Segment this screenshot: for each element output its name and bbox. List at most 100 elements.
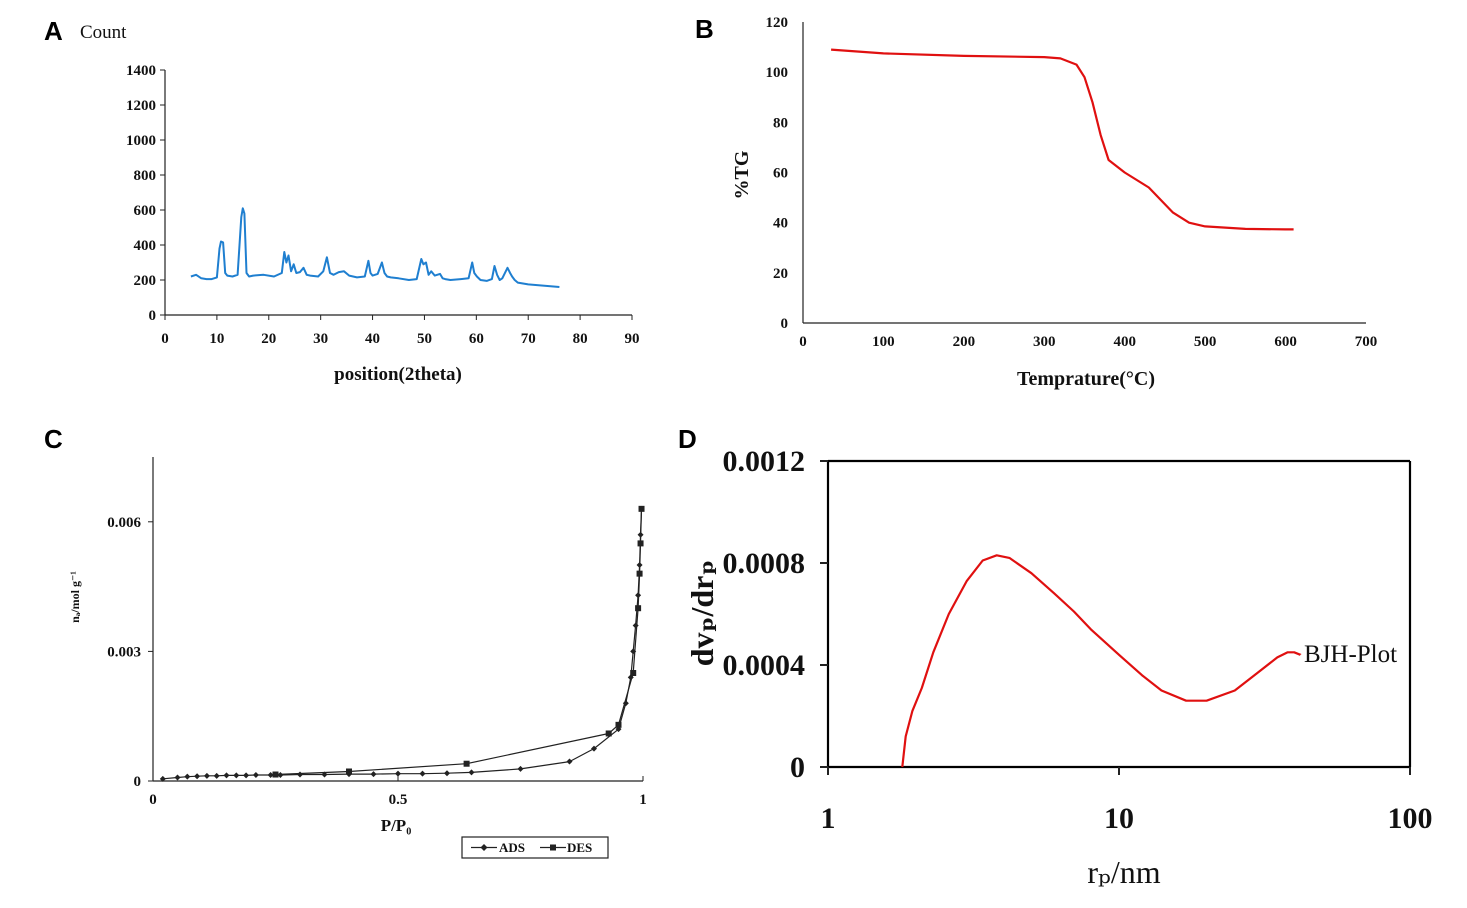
panel-c-x-tick-label: 1: [639, 792, 647, 808]
panel-b-xlabel: Temprature(°C): [1017, 368, 1155, 390]
ads-point: [174, 774, 181, 781]
panel-b-y-tick-label: 0: [781, 316, 789, 332]
ads-point: [468, 769, 475, 776]
panel-a-x-tick-label: 30: [313, 331, 328, 347]
ads-point: [203, 772, 210, 779]
ads-point: [243, 772, 250, 779]
ads-point: [370, 771, 377, 778]
panel-b-y-tick-label: 20: [773, 266, 788, 282]
panel-letter-b: B: [695, 14, 714, 44]
des-point: [635, 605, 642, 612]
panel-b-y-tick-label: 100: [766, 65, 789, 81]
panel-b-y-tick-label: 60: [773, 166, 788, 182]
des-point: [630, 670, 637, 676]
ads-point: [233, 772, 240, 779]
panel-a-y-tick-label: 200: [134, 273, 157, 289]
panel-a-x-tick-label: 10: [209, 331, 224, 347]
panel-d-annotation: BJH-Plot: [1304, 641, 1397, 668]
legend-ads-label: ADS: [499, 840, 525, 855]
legend-des-marker: [550, 844, 556, 851]
panel-d-chart: dvₚ/drₚ rₚ/nm BJH-Plot 1 10 100 0 0.0004 0.00…: [684, 445, 1433, 890]
panel-c-xlabel: P/P₀: [381, 816, 412, 835]
des-point: [605, 730, 612, 737]
panel-c-chart: nₐ/mol g⁻¹ P/P₀ ADS DES 0 0.5 1 0 0.003 0.006: [68, 457, 647, 859]
des-point: [636, 570, 643, 577]
panel-d-y-tick-label: 0.0012: [723, 445, 806, 478]
series-line-tg: [831, 48, 1294, 231]
panel-d-x-tick-label: 10: [1104, 802, 1134, 835]
legend-des-label: DES: [567, 840, 592, 855]
ads-point: [277, 771, 284, 778]
panel-c-legend-box: [461, 836, 609, 859]
panel-b-x-tick-label: 500: [1194, 334, 1217, 350]
ads-point: [223, 772, 230, 779]
ads-point: [267, 771, 274, 778]
panel-b-y-tick-label: 120: [766, 15, 789, 31]
panel-d-y-tick-label: 0: [790, 751, 805, 784]
panel-d-y-tick-label: 0.0008: [723, 547, 806, 580]
panel-a-ylabel: Count: [80, 22, 127, 43]
ads-point: [566, 758, 573, 765]
panel-a-xlabel: position(2theta): [334, 364, 462, 385]
des-point: [346, 768, 352, 775]
panel-b-x-tick-label: 0: [799, 334, 807, 350]
panel-a-y-tick-label: 600: [134, 203, 157, 219]
panel-d-x-tick-label: 100: [1388, 802, 1433, 835]
panel-a-x-tick-label: 60: [469, 331, 484, 347]
ads-point: [252, 771, 259, 778]
ads-point: [213, 772, 220, 779]
panel-a-y-tick-label: 800: [134, 168, 157, 184]
panel-b-y-tick-label: 40: [773, 216, 788, 232]
des-point: [615, 721, 622, 728]
panel-a-x-tick-label: 50: [417, 331, 432, 347]
des-point: [272, 771, 279, 778]
panel-letter-a: A: [44, 16, 63, 46]
panel-c-ylabel: nₐ/mol g⁻¹: [68, 571, 82, 623]
panel-a-x-tick-label: 90: [625, 331, 640, 347]
panel-letter-c: C: [44, 424, 63, 454]
ads-point: [419, 770, 426, 777]
ads-point: [517, 765, 524, 772]
panel-c-x-tick-label: 0: [149, 792, 157, 808]
panel-c-y-tick-label: 0: [134, 774, 142, 790]
panel-letter-d: D: [678, 424, 697, 454]
panel-c-y-tick-label: 0.006: [107, 515, 141, 531]
panel-d-y-tick-label: 0.0004: [723, 649, 806, 682]
series-line-ads: [162, 508, 643, 780]
series-line-des: [275, 508, 643, 776]
panel-b-ylabel: %TG: [731, 150, 753, 199]
panel-c-x-tick-label: 0.5: [389, 792, 408, 808]
ads-point: [632, 622, 639, 629]
panel-a-y-tick-label: 1000: [126, 133, 156, 149]
panel-b-y-tick-label: 80: [773, 115, 788, 131]
panel-a-x-tick-label: 80: [573, 331, 588, 347]
panel-b-x-tick-label: 100: [872, 334, 895, 350]
des-point: [638, 505, 645, 512]
ads-point: [159, 775, 166, 782]
ads-point: [395, 770, 401, 777]
panel-c-y-tick-label: 0.003: [107, 644, 141, 660]
ads-point: [184, 773, 191, 780]
panel-a-y-tick-label: 400: [134, 238, 157, 254]
panel-c-legend: ADS DES: [461, 836, 609, 859]
panel-b-x-tick-label: 700: [1355, 334, 1378, 350]
panel-b-chart: %TG Temprature(°C) 0 100 200 300 400 500 600 70…: [731, 15, 1377, 390]
ads-point: [444, 770, 450, 777]
legend-ads-marker: [480, 844, 488, 851]
series-line-bjh-plot: [901, 554, 1301, 768]
ads-point: [194, 773, 201, 780]
panel-b-x-tick-label: 600: [1274, 334, 1297, 350]
ads-point: [591, 745, 597, 752]
panel-b-x-tick-label: 400: [1113, 334, 1136, 350]
panel-d-xlabel: rₚ/nm: [1087, 854, 1160, 890]
panel-a-y-tick-label: 1200: [126, 98, 156, 114]
panel-a-x-tick-label: 0: [161, 331, 169, 347]
panel-a-x-tick-label: 20: [261, 331, 276, 347]
series-line-xrd: [190, 207, 560, 288]
panel-a-x-tick-label: 70: [521, 331, 536, 347]
panel-d-x-tick-label: 1: [821, 802, 836, 835]
panel-a-x-tick-label: 40: [365, 331, 380, 347]
panel-a-y-tick-label: 1400: [126, 63, 156, 79]
ads-point: [297, 771, 303, 778]
